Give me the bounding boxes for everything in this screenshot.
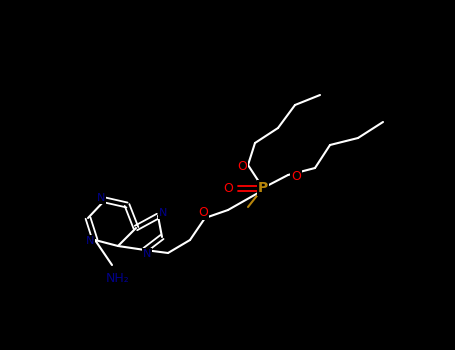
Text: P: P [258,181,268,195]
Text: O: O [237,161,247,174]
Text: O: O [291,170,301,183]
Text: N: N [159,208,167,218]
Text: O: O [198,206,208,219]
Text: N: N [86,236,94,246]
Text: O: O [223,182,233,195]
Text: N: N [97,193,105,203]
Text: NH₂: NH₂ [106,272,130,285]
Text: N: N [143,249,151,259]
